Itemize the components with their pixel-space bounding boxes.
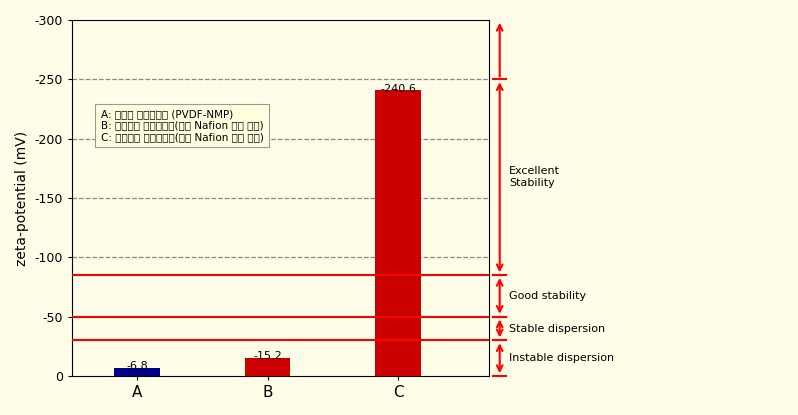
Bar [245, 358, 290, 376]
Bar [114, 368, 160, 376]
Text: Instable dispersion: Instable dispersion [509, 353, 614, 363]
Bar [375, 90, 421, 376]
Text: Good stability: Good stability [509, 291, 586, 301]
Text: -15.2: -15.2 [253, 352, 282, 361]
Y-axis label: zeta-potential (mV): zeta-potential (mV) [15, 130, 29, 266]
Text: A: 인산계 촉매슬러리 (PVDF-NMP)
B: 비인산계 촉매슬러리(상용 Nafion 용액 사용)
C: 비인산계 촉매슬러리(개발 Nafion 용: A: 인산계 촉매슬러리 (PVDF-NMP) B: 비인산계 촉매슬러리(상용… [101, 109, 263, 142]
Text: Stable dispersion: Stable dispersion [509, 324, 605, 334]
Text: -240.6: -240.6 [380, 84, 416, 94]
Text: Excellent
Stability: Excellent Stability [509, 166, 560, 188]
Text: -6.8: -6.8 [126, 361, 148, 371]
